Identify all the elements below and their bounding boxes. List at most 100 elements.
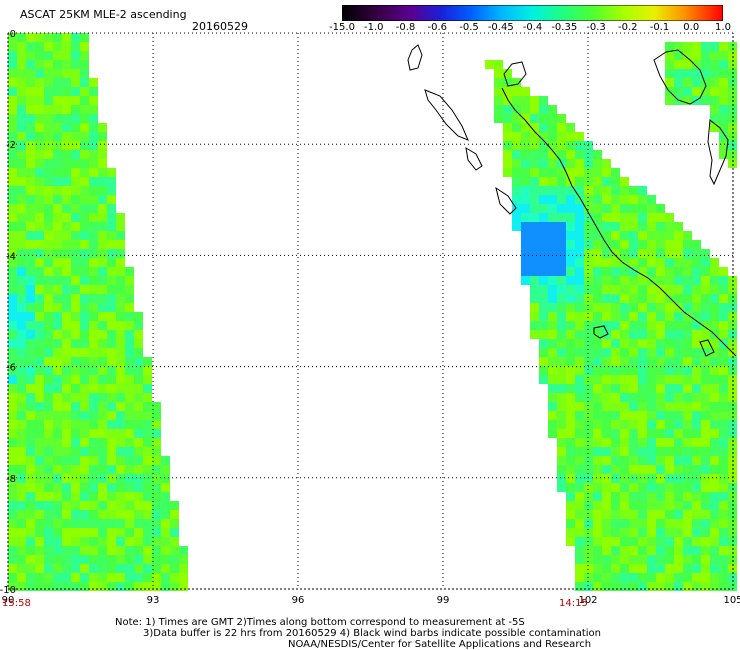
swath-pixel [620, 195, 629, 204]
swath-pixel [710, 357, 719, 366]
swath-pixel [539, 204, 548, 213]
swath-pixel [134, 510, 143, 519]
swath-pixel [98, 375, 107, 384]
swath-pixel [35, 411, 44, 420]
swath-pixel [17, 366, 26, 375]
swath-pixel [593, 330, 602, 339]
swath-pixel [710, 519, 719, 528]
swath-pixel [674, 267, 683, 276]
swath-pixel [548, 411, 557, 420]
swath-pixel [116, 240, 125, 249]
swath-pixel [710, 420, 719, 429]
swath-pixel [116, 537, 125, 546]
swath-pixel [125, 528, 134, 537]
swath-pixel [17, 384, 26, 393]
swath-pixel [17, 573, 26, 582]
swath-pixel [8, 474, 17, 483]
swath-pixel [701, 285, 710, 294]
swath-pixel [575, 492, 584, 501]
swath-pixel [53, 420, 62, 429]
swath-pixel [44, 573, 53, 582]
swath-pixel [593, 249, 602, 258]
swath-pixel [17, 429, 26, 438]
swath-pixel [143, 519, 152, 528]
swath-pixel [620, 267, 629, 276]
swath-pixel [71, 312, 80, 321]
swath-pixel [107, 447, 116, 456]
swath-pixel [35, 492, 44, 501]
swath-pixel [116, 348, 125, 357]
swath-pixel [26, 510, 35, 519]
swath-pixel [557, 150, 566, 159]
swath-pixel [35, 204, 44, 213]
swath-pixel [17, 312, 26, 321]
swath-pixel [107, 177, 116, 186]
swath-pixel [557, 438, 566, 447]
swath-pixel [98, 258, 107, 267]
swath-pixel [8, 96, 17, 105]
swath-pixel [629, 393, 638, 402]
swath-pixel [593, 492, 602, 501]
swath-pixel [593, 294, 602, 303]
swath-pixel [638, 393, 647, 402]
swath-pixel [692, 483, 701, 492]
swath-pixel [26, 123, 35, 132]
swath-pixel [143, 546, 152, 555]
swath-pixel [656, 375, 665, 384]
swath-pixel [692, 348, 701, 357]
swath-pixel [8, 204, 17, 213]
swath-pixel [638, 375, 647, 384]
swath-pixel [656, 303, 665, 312]
swath-pixel [692, 429, 701, 438]
swath-pixel [8, 186, 17, 195]
longitude-label: 96 [292, 595, 305, 606]
swath-pixel [611, 375, 620, 384]
swath-pixel [35, 564, 44, 573]
swath-pixel [674, 492, 683, 501]
swath-pixel [17, 177, 26, 186]
swath-pixel [17, 87, 26, 96]
swath-pixel [80, 267, 89, 276]
swath-pixel [584, 240, 593, 249]
swath-pixel [620, 348, 629, 357]
swath-pixel [26, 546, 35, 555]
swath-pixel [566, 447, 575, 456]
swath-pixel [530, 105, 539, 114]
swath-pixel [557, 114, 566, 123]
swath-pixel [98, 195, 107, 204]
swath-pixel [566, 402, 575, 411]
swath-pixel [638, 321, 647, 330]
swath-pixel [548, 141, 557, 150]
swath-pixel [35, 249, 44, 258]
swath-pixel [620, 546, 629, 555]
swath-pixel [593, 447, 602, 456]
swath-pixel [710, 447, 719, 456]
swath-pixel [575, 510, 584, 519]
swath-pixel [719, 546, 728, 555]
swath-pixel [629, 384, 638, 393]
swath-pixel [116, 294, 125, 303]
swath-pixel [116, 510, 125, 519]
swath-pixel [620, 420, 629, 429]
swath-pixel [611, 582, 620, 591]
swath-pixel [8, 528, 17, 537]
swath-pixel [170, 555, 179, 564]
swath-pixel [602, 456, 611, 465]
swath-pixel [647, 204, 656, 213]
swath-pixel [44, 69, 53, 78]
colorbar-tick-label: -0.6 [427, 22, 448, 33]
swath-pixel [620, 537, 629, 546]
swath-pixel [638, 573, 647, 582]
swath-pixel [494, 105, 503, 114]
swath-pixel [539, 375, 548, 384]
swath-pixel [80, 393, 89, 402]
swath-pixel [719, 276, 728, 285]
swath-pixel [134, 483, 143, 492]
colorbar-tick-label: -0.3 [586, 22, 606, 33]
swath-pixel [683, 483, 692, 492]
swath-pixel [98, 465, 107, 474]
swath-pixel [674, 51, 683, 60]
swath-pixel [629, 375, 638, 384]
swath-pixel [53, 294, 62, 303]
swath-pixel [80, 60, 89, 69]
